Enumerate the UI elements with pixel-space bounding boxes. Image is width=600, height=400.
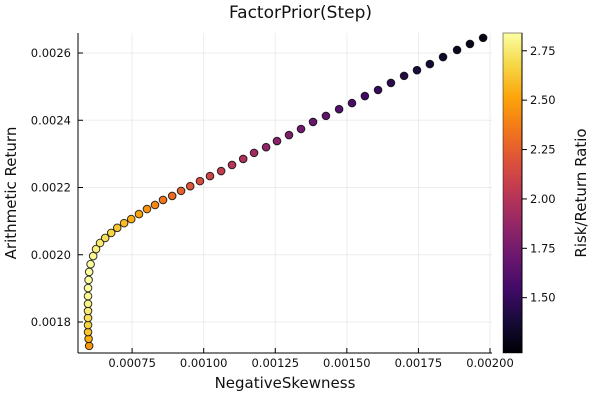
chart-title: FactorPrior(Step) [228, 3, 373, 23]
scatter-point [386, 78, 396, 88]
scatter-point [84, 267, 94, 277]
scatter-point [478, 33, 488, 43]
scatter-point [83, 283, 93, 293]
x-tick-label: 0.00200 [466, 356, 514, 370]
scatter-point [438, 52, 448, 62]
scatter-point [308, 117, 318, 127]
scatter-point [238, 154, 248, 164]
scatter-point [91, 244, 101, 254]
x-tick-label: 0.00075 [108, 356, 156, 370]
scatter-point [83, 299, 93, 309]
scatter-point [86, 259, 95, 269]
scatter-point [126, 214, 136, 224]
scatter-point [100, 233, 110, 243]
scatter-point [227, 160, 237, 170]
colorbar-label: Risk/Return Ratio [572, 128, 590, 258]
colorbar-tick-label: 1.75 [530, 241, 556, 255]
scatter-point [83, 306, 93, 316]
scatter-point [84, 275, 93, 285]
colorbar-tick-label: 2.00 [530, 192, 556, 206]
x-axis-label: NegativeSkewness [214, 374, 356, 392]
scatter-point [425, 59, 435, 69]
scatter-point [347, 98, 357, 108]
scatter-point [142, 204, 152, 214]
x-tick-label: 0.00125 [251, 356, 299, 370]
scatter-point [399, 71, 409, 81]
x-tick-label: 0.00175 [395, 356, 443, 370]
scatter-point [95, 238, 105, 248]
colorbar-tick-label: 2.25 [530, 143, 556, 157]
y-tick-label: 0.0022 [31, 181, 71, 195]
colorbar-tick-label: 2.75 [530, 44, 556, 58]
scatter-point [83, 320, 93, 330]
scatter-point [83, 313, 93, 323]
y-tick-label: 0.0024 [31, 113, 71, 127]
scatter-point [134, 209, 144, 219]
scatter-point [334, 104, 344, 114]
scatter-point [249, 148, 259, 158]
scatter-point [465, 39, 475, 49]
y-axis-label: Arithmetic Return [2, 126, 20, 260]
x-tick-label: 0.00100 [180, 356, 228, 370]
scatter-point [296, 124, 306, 134]
scatter-point [360, 91, 370, 101]
scatter-point [83, 291, 93, 301]
scatter-point [261, 142, 271, 152]
scatter-point [373, 85, 383, 95]
scatter-point [284, 130, 294, 140]
scatter-point [158, 195, 168, 205]
scatter-point [83, 327, 93, 337]
y-tick-label: 0.0018 [31, 315, 71, 329]
scatter-point [150, 200, 160, 210]
colorbar-tick-label: 2.50 [530, 93, 556, 107]
scatter-point [185, 181, 195, 191]
scatter-point [412, 65, 422, 75]
scatter-point [205, 171, 215, 181]
scatter-point [88, 251, 98, 261]
scatter-point [216, 166, 226, 176]
scatter-point [119, 218, 129, 228]
x-tick-label: 0.00150 [323, 356, 371, 370]
scatter-point [112, 223, 122, 233]
scatter-point [452, 45, 462, 55]
scatter-point [167, 191, 177, 201]
scatter-point [84, 341, 94, 351]
colorbar-gradient [502, 32, 523, 354]
scatter-point [106, 228, 116, 238]
y-tick-label: 0.0026 [31, 46, 71, 60]
colorbar-tick-label: 1.50 [530, 291, 556, 305]
scatter-point [272, 136, 282, 146]
scatter-point [195, 176, 205, 186]
scatter-point [176, 186, 186, 196]
y-tick-label: 0.0020 [31, 248, 71, 262]
scatter-point [321, 111, 331, 121]
